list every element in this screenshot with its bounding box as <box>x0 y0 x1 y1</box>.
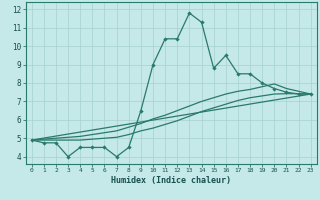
X-axis label: Humidex (Indice chaleur): Humidex (Indice chaleur) <box>111 176 231 185</box>
